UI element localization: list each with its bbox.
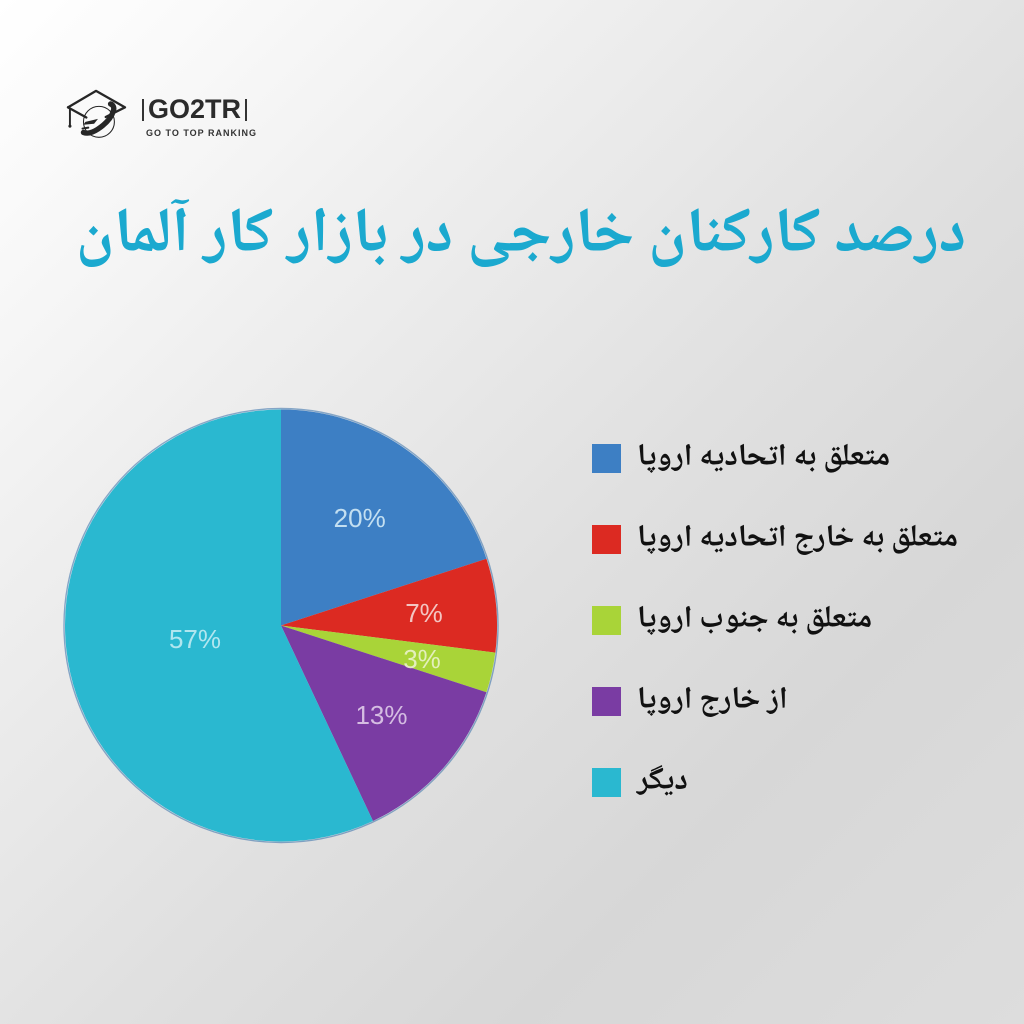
svg-text:13%: 13% [355,700,407,730]
svg-text:20%: 20% [334,503,386,533]
svg-text:7%: 7% [405,598,443,628]
svg-text:3%: 3% [403,644,441,674]
svg-text:57%: 57% [169,624,221,654]
